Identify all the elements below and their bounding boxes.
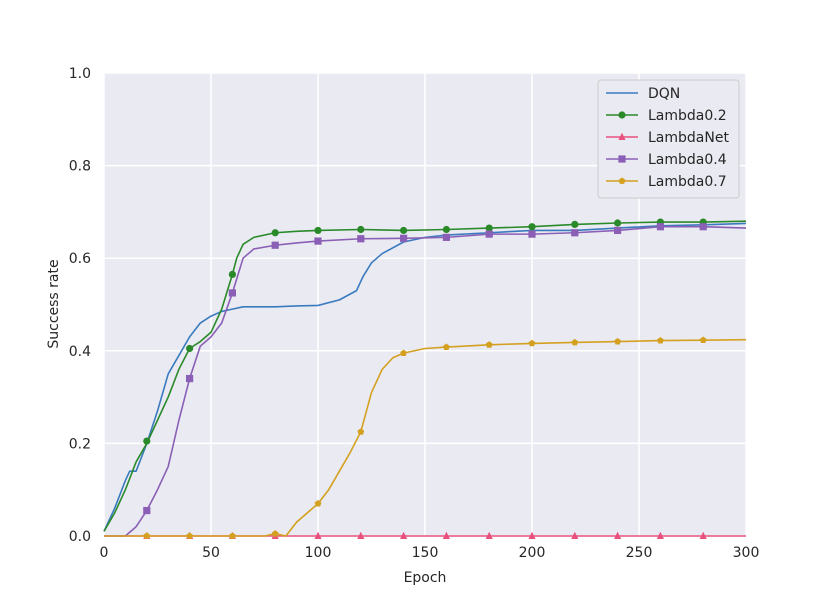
y-tick-label: 1.0 [69,66,91,82]
series-marker-lambda0-4 [699,223,707,231]
x-tick-label: 100 [305,545,332,561]
series-marker-lambda0-2 [228,270,236,279]
series-marker-lambda0-4 [571,229,579,237]
series-marker-lambda0-4 [656,223,664,231]
legend-entry-lambdanet: LambdaNet [606,130,729,146]
x-tick-labels: 0 50 100 150 200 250 300 [100,545,760,561]
series-marker-lambda0-2 [314,226,322,235]
series-marker-lambda0-7 [571,338,579,346]
x-tick-label: 300 [733,545,760,561]
series-marker-lambda0-4 [400,234,408,242]
series-marker-lambda0-7 [656,337,664,344]
legend-label-lambda0-2: Lambda0.2 [648,108,727,124]
series-marker-lambda0-7 [614,337,622,345]
y-tick-label: 0.8 [69,159,91,175]
series-marker-lambda0-4 [485,230,493,238]
series-marker-lambda0-4 [228,289,236,297]
series-line-dqn [103,222,747,532]
series-marker-lambda0-4 [442,233,450,241]
series-marker-lambda0-4 [614,226,622,235]
legend-marker-lambda0-2 [618,111,626,119]
x-tick-label: 150 [412,545,439,561]
x-tick-label: 50 [202,545,220,561]
series-marker-lambda0-2 [271,229,279,237]
series-marker-lambda0-7 [271,530,279,537]
legend-label-lambda0-7: Lambda0.7 [648,174,727,190]
legend-entry-lambda0-7: Lambda0.7 [606,174,727,190]
series-marker-lambda0-4 [143,506,151,515]
legend-entry-lambda0-4: Lambda0.4 [606,152,727,168]
x-tick-label: 250 [626,545,653,561]
series-line-lambda0-7 [104,338,747,537]
y-tick-label: 0.4 [69,344,91,360]
legend: DQN Lambda0.2 LambdaNet Lambda0.4 Lambda0.7 [597,79,740,199]
series-marker-lambda0-2 [485,224,493,232]
series-marker-lambda0-7 [143,532,151,539]
series-marker-lambda0-2 [400,226,408,235]
series-marker-lambdanet [314,531,322,539]
series-marker-lambda0-4 [314,237,322,245]
series-marker-lambda0-7 [528,339,536,347]
legend-entry-lambda0-2: Lambda0.2 [606,108,727,124]
series-marker-lambdanet [357,531,365,539]
series-marker-lambdanet [485,531,493,539]
y-tick-label: 0.6 [69,251,91,267]
legend-label-lambdanet: LambdaNet [648,130,729,146]
series-marker-lambda0-4 [271,241,279,249]
series-marker-lambdanet [699,531,707,539]
series-marker-lambda0-7 [442,343,450,351]
series-marker-lambdanet [656,531,664,539]
y-tick-label: 0.0 [69,529,91,545]
series-marker-lambda0-7 [228,532,236,539]
x-tick-label: 0 [100,545,109,561]
series-marker-lambda0-7 [186,532,194,539]
series-marker-lambdanet [614,531,622,539]
series-marker-lambdanet [400,531,408,539]
series-marker-lambda0-4 [186,374,194,383]
series-marker-lambda0-4 [357,235,365,243]
series-marker-lambda0-2 [614,219,622,227]
series-marker-lambda0-2 [528,223,536,231]
series-marker-lambda0-4 [528,230,536,238]
series-marker-lambda0-7 [699,336,707,344]
series-marker-lambdanet [571,531,579,539]
series-layer [103,220,747,537]
series-marker-lambda0-2 [442,225,450,234]
series-marker-lambda0-2 [186,344,194,353]
series-marker-lambda0-7 [314,499,322,507]
marker-layer [143,218,707,539]
series-marker-lambda0-7 [400,349,408,357]
series-line-lambda0-2 [103,220,747,532]
series-marker-lambda0-7 [485,341,493,348]
legend-entry-dqn: DQN [606,86,680,102]
legend-label-dqn: DQN [648,86,680,102]
series-marker-lambda0-2 [143,437,151,445]
legend-marker-lambda0-4 [618,155,626,163]
series-marker-lambda0-7 [357,428,365,435]
legend-box [597,79,740,199]
series-marker-lambdanet [528,531,536,539]
x-axis-title: Epoch [404,570,447,586]
x-tick-label: 200 [519,545,546,561]
legend-marker-lambda0-7 [618,177,626,184]
y-tick-labels: 0.0 0.2 0.4 0.6 0.8 1.0 [69,66,91,545]
y-tick-label: 0.2 [69,436,91,452]
series-marker-lambda0-2 [571,220,579,229]
series-line-lambda0-4 [104,225,747,537]
series-marker-lambdanet [442,531,450,539]
y-axis-title: Success rate [46,259,62,348]
legend-label-lambda0-4: Lambda0.4 [648,152,727,168]
series-marker-lambda0-2 [357,225,365,234]
legend-marker-lambdanet [618,132,626,140]
